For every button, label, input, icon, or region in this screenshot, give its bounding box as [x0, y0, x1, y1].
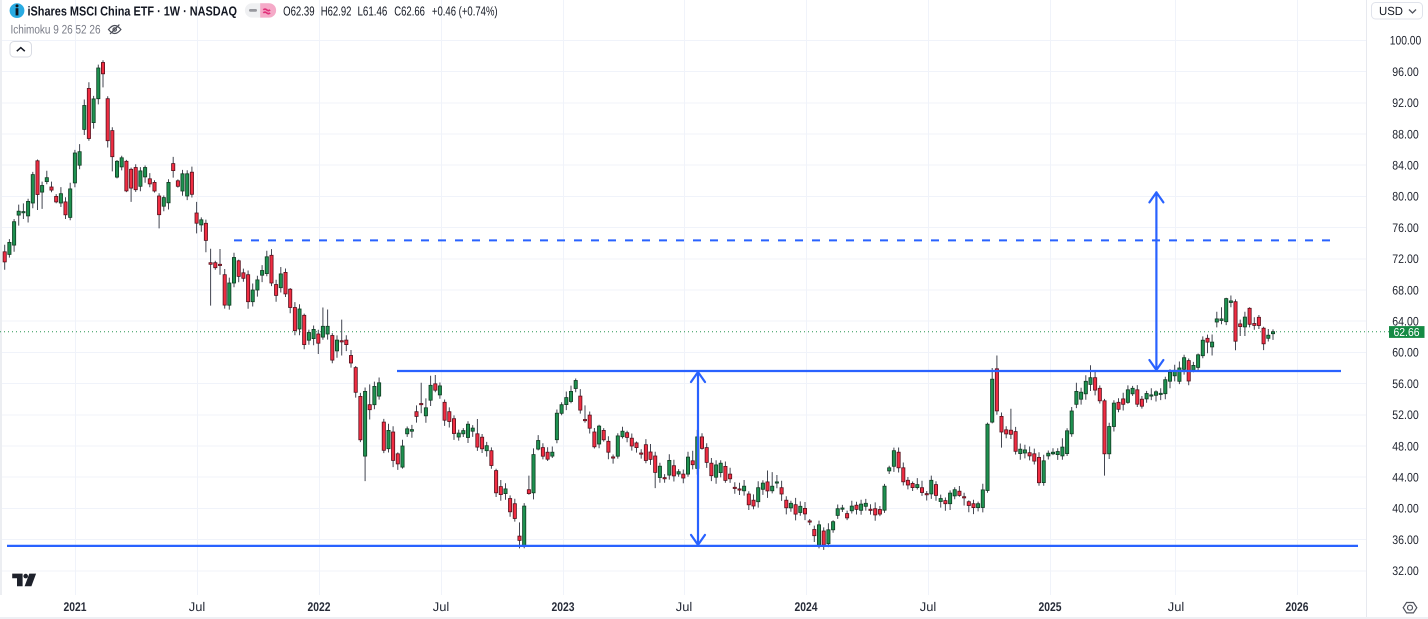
svg-text:2022: 2022	[308, 600, 331, 614]
svg-text:Jul: Jul	[920, 600, 937, 614]
svg-text:92.00: 92.00	[1392, 96, 1418, 110]
svg-text:iShares MSCI China ETF · 1W ·: iShares MSCI China ETF · 1W · NASDAQ	[28, 3, 238, 18]
svg-text:2024: 2024	[795, 600, 818, 614]
svg-text:60.00: 60.00	[1392, 346, 1418, 360]
svg-text:2025: 2025	[1039, 600, 1062, 614]
svg-text:44.00: 44.00	[1392, 471, 1418, 485]
svg-text:2021: 2021	[64, 600, 87, 614]
svg-text:O62.39: O62.39	[283, 3, 315, 18]
svg-text:H62.92: H62.92	[321, 3, 352, 18]
svg-text:62.66: 62.66	[1394, 327, 1420, 339]
svg-text:40.00: 40.00	[1392, 502, 1418, 516]
svg-text:88.00: 88.00	[1392, 127, 1418, 141]
svg-text:80.00: 80.00	[1392, 190, 1418, 204]
svg-text:USD: USD	[1379, 4, 1403, 18]
svg-text:2023: 2023	[552, 600, 575, 614]
svg-text:32.00: 32.00	[1392, 564, 1418, 578]
svg-text:Ichimoku 9 26 52 26: Ichimoku 9 26 52 26	[11, 23, 101, 37]
svg-text:72.00: 72.00	[1392, 252, 1418, 266]
svg-text:84.00: 84.00	[1392, 159, 1418, 173]
svg-text:Jul: Jul	[1168, 600, 1185, 614]
svg-text:Jul: Jul	[433, 600, 450, 614]
svg-text:C62.66: C62.66	[394, 3, 425, 18]
svg-text:64.00: 64.00	[1392, 315, 1418, 329]
svg-text:48.00: 48.00	[1392, 439, 1418, 453]
svg-text:2026: 2026	[1286, 600, 1309, 614]
svg-text:Jul: Jul	[189, 600, 206, 614]
svg-text:100.00: 100.00	[1390, 34, 1422, 48]
svg-text:68.00: 68.00	[1392, 283, 1418, 297]
svg-text:52.00: 52.00	[1392, 408, 1418, 422]
svg-text:L61.46: L61.46	[358, 3, 388, 18]
svg-text:36.00: 36.00	[1392, 533, 1418, 547]
svg-text:+0.46 (+0.74%): +0.46 (+0.74%)	[432, 3, 498, 18]
svg-text:56.00: 56.00	[1392, 377, 1418, 391]
svg-text:76.00: 76.00	[1392, 221, 1418, 235]
svg-text:Jul: Jul	[676, 600, 693, 614]
svg-text:96.00: 96.00	[1392, 65, 1418, 79]
